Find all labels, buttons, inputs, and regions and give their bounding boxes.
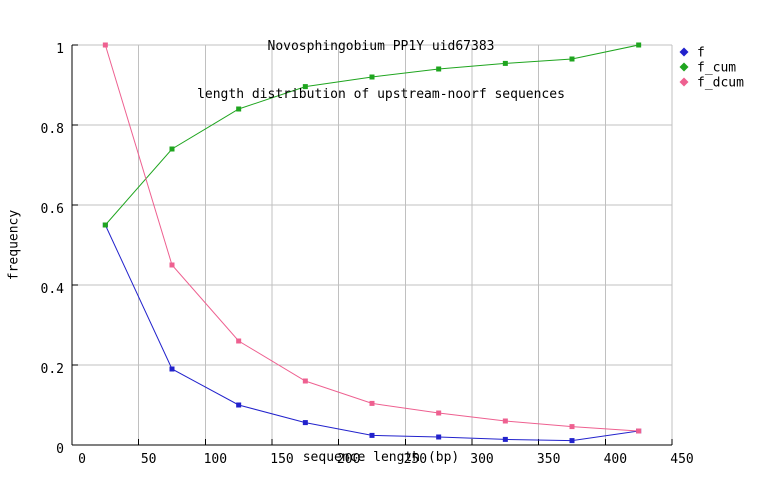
legend-marker-f bbox=[679, 47, 689, 57]
data-point-f bbox=[236, 402, 242, 408]
data-point-f bbox=[502, 436, 508, 442]
data-point-f_cum bbox=[502, 60, 508, 66]
y-axis-label: frequency bbox=[6, 209, 22, 281]
legend-label-f_cum: f_cum bbox=[697, 61, 736, 76]
data-point-f_dcum bbox=[436, 410, 442, 416]
series-f_dcum bbox=[102, 42, 642, 434]
x-tick-label: 250 bbox=[404, 452, 427, 467]
x-tick-label: 400 bbox=[604, 452, 627, 467]
data-point-f_cum bbox=[102, 222, 108, 228]
gridlines bbox=[72, 44, 673, 445]
tick-labels: 0 0.2 0.4 0.6 0.8 1 0 50 100 150 200 250 300 350 400 45… bbox=[41, 42, 694, 467]
data-point-f bbox=[169, 366, 175, 372]
data-point-f_cum bbox=[569, 56, 575, 62]
series-line-f bbox=[104, 224, 639, 442]
data-point-f_cum bbox=[369, 74, 375, 80]
y-tick-label: 1 bbox=[56, 42, 64, 57]
series-f bbox=[102, 222, 642, 444]
series-f_cum bbox=[102, 42, 642, 228]
data-point-f_dcum bbox=[236, 338, 242, 344]
chart-subtitle: length distribution of upstream-noorf se… bbox=[197, 87, 565, 102]
data-point-f_dcum bbox=[369, 400, 375, 406]
data-point-f_cum bbox=[436, 66, 442, 72]
legend-marker-f_dcum bbox=[679, 77, 689, 87]
y-tick-label: 0 bbox=[56, 442, 64, 457]
data-point-f_dcum bbox=[502, 418, 508, 424]
y-tick-label: 0.6 bbox=[41, 202, 64, 217]
legend-marker-f_cum bbox=[679, 62, 689, 72]
x-axis-label: sequence length (bp) bbox=[302, 450, 460, 465]
x-tick-label: 150 bbox=[270, 452, 293, 467]
x-tick-label: 0 bbox=[78, 452, 86, 467]
legend-label-f: f bbox=[697, 46, 705, 61]
legend-label-f_dcum: f_dcum bbox=[697, 76, 744, 91]
data-point-f_cum bbox=[636, 42, 642, 48]
y-tick-label: 0.4 bbox=[41, 282, 65, 297]
data-point-f_dcum bbox=[636, 428, 642, 434]
data-point-f bbox=[302, 420, 308, 426]
data-point-f_dcum bbox=[102, 42, 108, 48]
chart-title: Novosphingobium PP1Y uid67383 bbox=[267, 39, 495, 54]
y-tick-label: 0.2 bbox=[41, 362, 64, 377]
x-tick-label: 200 bbox=[337, 452, 360, 467]
x-tick-label: 100 bbox=[204, 452, 227, 467]
axes bbox=[71, 44, 673, 446]
x-tick-label: 350 bbox=[537, 452, 560, 467]
x-tick-label: 450 bbox=[670, 452, 693, 467]
data-point-f_dcum bbox=[569, 424, 575, 430]
chart-title-block: Novosphingobium PP1Y uid67383 length dis… bbox=[0, 7, 762, 135]
data-point-f bbox=[436, 434, 442, 440]
data-point-f_cum bbox=[169, 146, 175, 152]
data-point-f bbox=[369, 432, 375, 438]
data-point-f_dcum bbox=[169, 262, 175, 268]
data-point-f_dcum bbox=[302, 378, 308, 384]
x-tick-label: 50 bbox=[141, 452, 157, 467]
y-tick-label: 0.8 bbox=[41, 122, 64, 137]
x-tick-label: 300 bbox=[470, 452, 493, 467]
data-point-f_cum bbox=[302, 84, 308, 90]
data-point-f_cum bbox=[236, 106, 242, 112]
data-point-f bbox=[569, 438, 575, 444]
